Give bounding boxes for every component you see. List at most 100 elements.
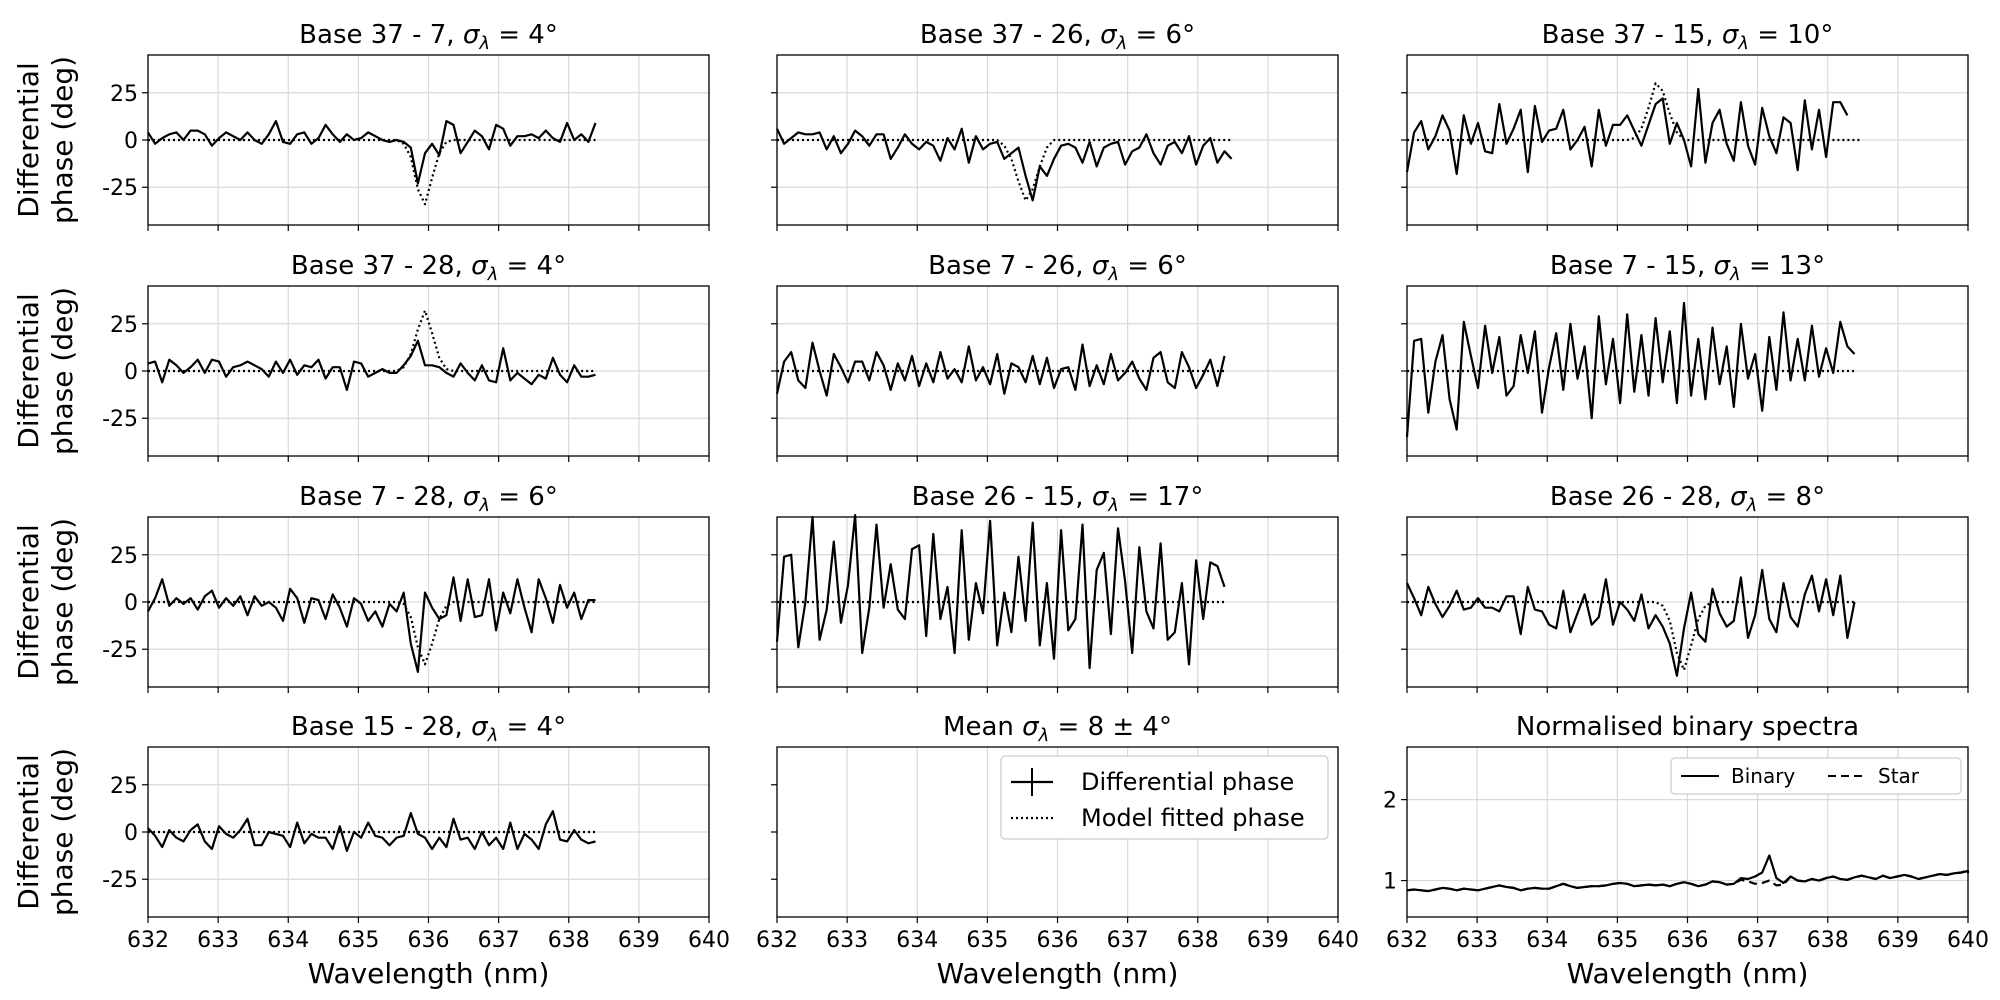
axes-frame [1406, 285, 1969, 457]
model-phase-line [1407, 82, 1862, 142]
x-tick-label: 634 [1526, 928, 1568, 953]
subplot-1: -25 0 25 Base 37 - 7, σλ = 4° Differentialph… [12, 20, 710, 231]
y-tick-label: 1 [1383, 870, 1397, 895]
x-tick-label: 640 [1947, 928, 1989, 953]
x-tick-label: 634 [267, 928, 309, 953]
axes-frame [147, 54, 710, 226]
x-tick-label: 638 [548, 928, 590, 953]
model-phase-line [148, 600, 596, 666]
x-tick-label: 637 [1737, 928, 1779, 953]
x-tick-label: 635 [337, 928, 379, 953]
x-tick-label: 640 [688, 928, 730, 953]
y-tick-label: 0 [124, 591, 138, 616]
x-tick-label: 633 [1456, 928, 1498, 953]
subplot-title: Base 26 - 15, σλ = 17° [912, 482, 1204, 516]
model-phase-line [777, 138, 1232, 202]
star-spectrum-line [1406, 869, 1970, 893]
x-tick-label: 636 [1667, 928, 1709, 953]
legend-label-binary: Binary [1731, 764, 1795, 788]
measured-phase-line [147, 119, 597, 185]
subplot-12: 632 633 634 635 636 637 638 639 640 1 2 Normalised … [1383, 712, 1989, 990]
axes-frame [147, 746, 710, 918]
x-tick-label: 638 [1177, 928, 1219, 953]
x-tick-label: 638 [1807, 928, 1849, 953]
legend-label-measured: Differential phase [1081, 768, 1294, 796]
spectra-legend-box [1670, 757, 1962, 795]
subplot-title: Base 7 - 15, σλ = 13° [1550, 251, 1825, 285]
measured-phase-line [1406, 568, 1856, 677]
axes-frame [147, 285, 710, 457]
y-tick-label: 2 [1383, 789, 1397, 814]
measured-phase-line [147, 576, 596, 674]
subplot-11: 632 633 634 635 636 637 638 639 640 Mean σλ = 8 ±… [756, 712, 1359, 990]
subplot-6: Base 7 - 15, σλ = 13° [1401, 251, 1969, 462]
x-tick-label: 633 [197, 928, 239, 953]
subplot-3: Base 37 - 15, σλ = 10° [1401, 20, 1969, 231]
x-tick-label: 634 [896, 928, 938, 953]
y-tick-label: 25 [110, 544, 138, 569]
y-axis-label: Differentialphase (deg) [12, 518, 79, 686]
subplot-title: Base 37 - 26, σλ = 6° [920, 20, 1195, 54]
y-tick-label: -25 [102, 176, 138, 201]
x-tick-label: 639 [618, 928, 660, 953]
axes-frame [776, 516, 1339, 688]
subplot-title: Normalised binary spectra [1516, 712, 1859, 742]
axes-frame [776, 54, 1339, 226]
x-tick-label: 639 [1877, 928, 1919, 953]
axes-frame [147, 516, 710, 688]
x-tick-label: 632 [756, 928, 798, 953]
y-tick-label: 25 [110, 313, 138, 338]
x-axis-label: Wavelength (nm) [308, 957, 550, 990]
x-tick-label: 640 [1317, 928, 1359, 953]
y-tick-label: 0 [124, 821, 138, 846]
measured-phase-line [1405, 301, 1856, 438]
x-axis-label: Wavelength (nm) [1567, 957, 1809, 990]
y-axis-label: Differentialphase (deg) [12, 748, 79, 916]
legend-label-star: Star [1878, 764, 1920, 788]
subplot-7: -25 0 25 Base 7 - 28, σλ = 6° Differentialph… [12, 482, 710, 693]
x-tick-label: 639 [1247, 928, 1289, 953]
x-tick-label: 636 [1037, 928, 1079, 953]
x-tick-label: 635 [1596, 928, 1638, 953]
measured-phase-line [1405, 87, 1849, 176]
measured-phase-line [776, 127, 1233, 202]
subplot-4: -25 0 25 Base 37 - 28, σλ = 4° Differentialp… [12, 251, 710, 462]
y-tick-label: -25 [102, 638, 138, 663]
y-tick-label: 25 [110, 774, 138, 799]
axes-frame [1406, 54, 1969, 226]
legend-label-model: Model fitted phase [1081, 804, 1305, 832]
subplot-title: Base 7 - 28, σλ = 6° [299, 482, 558, 516]
measured-phase-line [147, 810, 596, 853]
y-tick-label: -25 [102, 868, 138, 893]
y-tick-label: 0 [124, 360, 138, 385]
y-tick-label: 0 [124, 129, 138, 154]
axes-frame [1406, 516, 1969, 688]
subplot-title: Base 37 - 28, σλ = 4° [291, 251, 566, 285]
x-tick-label: 633 [826, 928, 868, 953]
measured-phase-line [775, 513, 1226, 670]
y-tick-label: 25 [110, 82, 138, 107]
y-axis-label: Differentialphase (deg) [12, 287, 79, 455]
subplot-title: Base 37 - 7, σλ = 4° [299, 20, 558, 54]
subplot-5: Base 7 - 26, σλ = 6° [771, 251, 1339, 462]
legend-box [1000, 755, 1329, 840]
model-phase-line [1407, 600, 1855, 672]
x-tick-label: 637 [1107, 928, 1149, 953]
model-phase-line [148, 309, 596, 373]
subplot-title: Base 15 - 28, σλ = 4° [291, 712, 566, 746]
axes-frame [776, 285, 1339, 457]
model-phase-line [148, 138, 596, 206]
subplot-title: Base 7 - 26, σλ = 6° [928, 251, 1187, 285]
subplot-title: Base 26 - 28, σλ = 8° [1550, 482, 1825, 516]
measured-phase-line [147, 339, 596, 391]
x-tick-label: 632 [127, 928, 169, 953]
measured-phase-line [775, 341, 1226, 397]
y-axis-label: Differentialphase (deg) [12, 56, 79, 224]
x-tick-label: 635 [966, 928, 1008, 953]
x-tick-label: 637 [478, 928, 520, 953]
x-axis-label: Wavelength (nm) [937, 957, 1179, 990]
subplot-2: Base 37 - 26, σλ = 6° [771, 20, 1339, 231]
subplot-10: 632 633 634 635 636 637 638 639 640 -25 0 25 Base 15… [12, 712, 730, 990]
subplot-9: Base 26 - 28, σλ = 8° [1401, 482, 1969, 693]
